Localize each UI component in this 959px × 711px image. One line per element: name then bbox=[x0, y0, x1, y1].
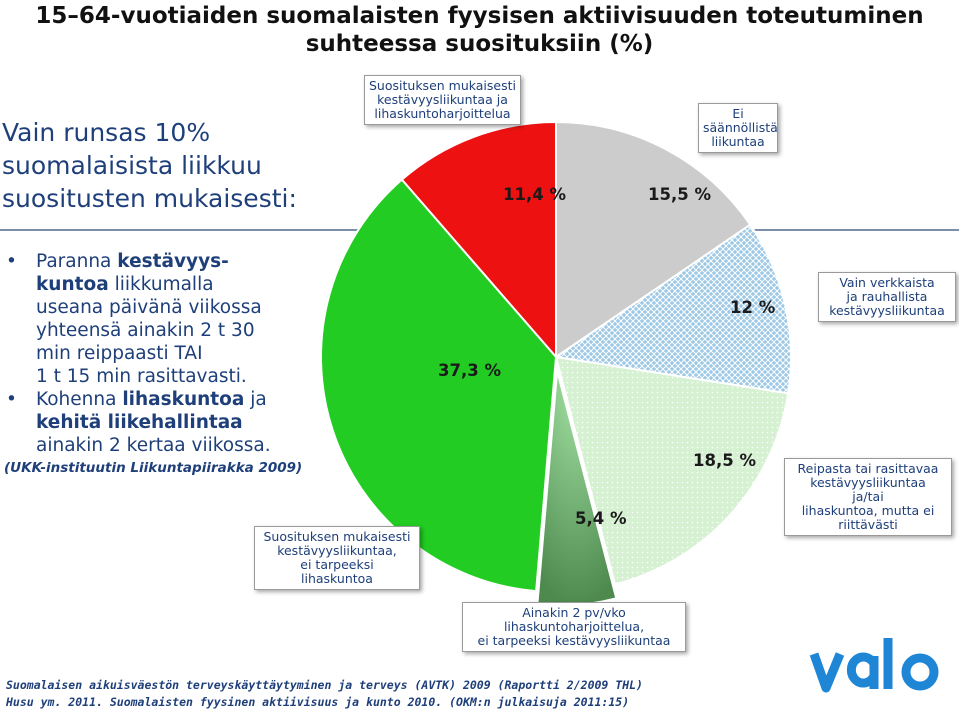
callout-red: Suosituksen mukaisesti kestävyysliikunta… bbox=[364, 75, 521, 125]
callout-lightgreen-line1: Reipasta tai rasittavaa bbox=[797, 461, 939, 476]
callout-green: Suosituksen mukaisesti kestävyysliikunta… bbox=[254, 526, 420, 590]
bullet1-bold: kestävyys- bbox=[117, 251, 229, 272]
bullet-marker: • bbox=[6, 251, 17, 272]
callout-lightgreen-line2: kestävyysliikuntaa bbox=[810, 475, 926, 490]
callout-gray-line1: Ei bbox=[732, 106, 744, 121]
callout-blue-line1: Vain verkkaista bbox=[839, 275, 935, 290]
slice-value-label: 12 % bbox=[730, 298, 776, 317]
callout-lightgreen: Reipasta tai rasittavaa kestävyysliikunt… bbox=[784, 458, 952, 536]
bullet-endurance: • Paranna kestävyys- kuntoa liikkumalla … bbox=[2, 250, 332, 388]
valo-logo bbox=[809, 638, 939, 693]
slice-value-label: 11,4 % bbox=[503, 185, 566, 204]
intro-text: Vain runsas 10% suomalaisista liikkuu su… bbox=[2, 116, 322, 215]
callout-lightgreen-line5: riittävästi bbox=[838, 517, 898, 532]
bullet1-line6: 1 t 15 min rasittavasti. bbox=[36, 366, 247, 387]
callout-red-line3: lihaskuntoharjoittelua bbox=[374, 106, 511, 121]
pie-slice bbox=[555, 120, 752, 359]
intro-line2: suomalaisista liikkuu bbox=[2, 151, 262, 180]
callout-lightgreen-line3: ja/tai bbox=[852, 489, 884, 504]
bullet-marker: • bbox=[6, 389, 17, 410]
callout-lightgreen-line4: lihaskuntoa, mutta ei bbox=[801, 503, 935, 518]
intro-line1: Vain runsas 10% bbox=[2, 118, 211, 147]
slice-value-label: 18,5 % bbox=[693, 451, 756, 470]
bullet1-line4: yhteensä ainakin 2 t 30 bbox=[36, 320, 255, 341]
callout-midgreen-line1: Ainakin 2 pv/vko bbox=[522, 605, 626, 620]
bullet2-text: Kohenna bbox=[36, 389, 123, 410]
callout-gray: Ei säännöllistä liikuntaa bbox=[698, 103, 778, 153]
callout-blue-line2: ja rauhallista bbox=[846, 289, 928, 304]
callout-blue: Vain verkkaista ja rauhallista kestävyys… bbox=[818, 272, 956, 322]
slice-value-label: 37,3 % bbox=[438, 361, 501, 380]
intro-line3: suositusten mukaisesti: bbox=[2, 184, 297, 213]
slice-value-label: 15,5 % bbox=[648, 185, 711, 204]
pie-slice bbox=[553, 223, 792, 395]
pie-slice bbox=[400, 120, 557, 360]
bullet-strength: • Kohenna lihaskuntoa ja kehitä liikehal… bbox=[2, 388, 332, 457]
callout-green-line1: Suosituksen mukaisesti bbox=[263, 529, 411, 544]
callout-midgreen-line3: ei tarpeeksi kestävyysliikuntaa bbox=[477, 633, 671, 648]
chart-title-line2: suhteessa suosituksiin (%) bbox=[305, 31, 654, 57]
source-note: Suomalaisen aikuisväestön terveyskäyttäy… bbox=[6, 677, 706, 711]
bullet1-bold2: kuntoa bbox=[36, 274, 109, 295]
bullet1-line3: useana päivänä viikossa bbox=[36, 297, 262, 318]
callout-midgreen-line2: lihaskuntoharjoittelua, bbox=[503, 619, 645, 634]
bullet2-line2: kehitä liikehallintaa bbox=[36, 412, 243, 433]
bullet1-text: Paranna bbox=[36, 251, 118, 272]
pie-slice bbox=[554, 355, 790, 586]
callout-gray-line3: liikuntaa bbox=[711, 134, 765, 149]
bullet1-line5: min reippaasti TAI bbox=[36, 343, 203, 364]
callout-green-line4: lihaskuntoa bbox=[301, 571, 373, 586]
callout-gray-line2: säännöllistä bbox=[703, 120, 778, 135]
bullet2-bold: lihaskuntoa bbox=[122, 389, 245, 410]
callout-midgreen: Ainakin 2 pv/vko lihaskuntoharjoittelua,… bbox=[462, 602, 686, 652]
source-line2: Husu ym. 2011. Suomalaisten fyysinen akt… bbox=[6, 695, 630, 709]
callout-green-line3: ei tarpeeksi bbox=[300, 557, 374, 572]
recommendation-list: • Paranna kestävyys- kuntoa liikkumalla … bbox=[2, 250, 332, 479]
callout-blue-line3: kestävyysliikuntaa bbox=[829, 303, 945, 318]
callout-red-line2: kestävyysliikuntaa ja bbox=[377, 92, 508, 107]
slice-value-label: 5,4 % bbox=[575, 509, 627, 528]
pie-slice bbox=[320, 178, 558, 593]
bullet1-text2: liikkumalla bbox=[108, 274, 214, 295]
callout-red-line1: Suosituksen mukaisesti bbox=[369, 78, 516, 93]
chart-title: 15–64-vuotiaiden suomalaisten fyysisen a… bbox=[0, 2, 959, 58]
bullet2-line3: ainakin 2 kertaa viikossa. bbox=[36, 435, 271, 456]
bullet2-text2: ja bbox=[244, 389, 267, 410]
chart-title-line1: 15–64-vuotiaiden suomalaisten fyysisen a… bbox=[35, 3, 924, 29]
reference-note: (UKK-instituutin Liikuntapiirakka 2009) bbox=[4, 460, 303, 476]
callout-green-line2: kestävyysliikuntaa, bbox=[277, 543, 397, 558]
source-line1: Suomalaisen aikuisväestön terveyskäyttäy… bbox=[6, 678, 643, 692]
